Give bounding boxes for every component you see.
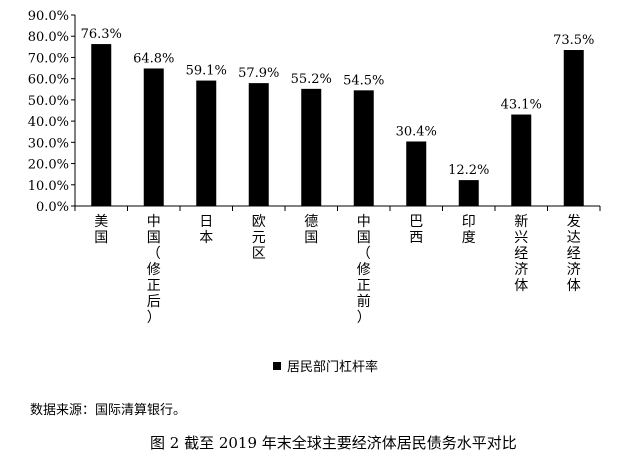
x-tick-label-char: 度: [462, 230, 476, 246]
data-label: 76.3%: [81, 27, 122, 42]
y-tick-label: 40.0%: [28, 115, 69, 130]
source-note: 数据来源：国际清算银行。: [30, 403, 187, 418]
data-label: 73.5%: [553, 33, 594, 48]
x-tick-label-char: 中: [357, 214, 371, 230]
x-tick-label-char: 国: [147, 230, 161, 246]
x-tick-label-char: 经: [567, 246, 581, 262]
legend-swatch: [273, 361, 281, 370]
x-tick-label-char: 修: [357, 262, 371, 278]
x-tick-label-char: 体: [514, 278, 528, 294]
x-tick-label-char: 后: [147, 294, 161, 310]
x-tick-label-char: 德: [304, 214, 318, 230]
bar: [91, 44, 112, 206]
x-tick-label-char: 元: [252, 230, 266, 246]
y-tick-label: 50.0%: [28, 94, 69, 109]
y-tick-label: 0.0%: [36, 200, 69, 215]
y-tick-label: 90.0%: [28, 9, 69, 24]
data-label: 55.2%: [291, 72, 332, 87]
data-label: 30.4%: [396, 124, 437, 139]
y-tick-label: 20.0%: [28, 158, 69, 173]
bar: [458, 180, 479, 206]
x-tick-label-char: （: [147, 246, 161, 262]
x-tick-label-char: 正: [357, 278, 371, 294]
bar: [196, 80, 217, 206]
x-tick-label-char: 经: [514, 246, 528, 262]
x-tick-label-char: 国: [94, 230, 108, 246]
x-tick-label-char: ）: [357, 310, 371, 326]
x-tick-label-char: 印: [462, 214, 476, 230]
x-tick-label-char: 济: [514, 262, 528, 278]
x-tick-label-char: ）: [147, 310, 161, 326]
bar: [511, 114, 532, 206]
bar: [248, 83, 269, 206]
bar: [406, 141, 427, 206]
y-tick-label: 80.0%: [28, 30, 69, 45]
x-tick-label-char: 欧: [252, 214, 266, 230]
data-label: 43.1%: [501, 98, 542, 113]
legend-label: 居民部门杠杆率: [287, 360, 379, 375]
x-tick-label-char: 达: [567, 230, 581, 246]
y-tick-label: 10.0%: [28, 179, 69, 194]
y-tick-label: 30.0%: [28, 136, 69, 151]
data-label: 59.1%: [186, 64, 227, 79]
x-tick-label-char: （: [357, 246, 371, 262]
x-tick-label-char: 修: [147, 262, 161, 278]
x-tick-label-char: 美: [94, 214, 108, 230]
x-tick-label-char: 正: [147, 278, 161, 294]
x-tick-label-char: 日: [199, 214, 213, 230]
x-tick-label-char: 兴: [514, 230, 528, 246]
data-label: 57.9%: [238, 66, 279, 81]
legend: 居民部门杠杆率: [273, 356, 378, 375]
x-tick-label-char: 新: [514, 214, 528, 230]
x-tick-label-char: 发: [567, 214, 581, 230]
y-tick-label: 70.0%: [28, 51, 69, 66]
x-tick-label-char: 济: [567, 262, 581, 278]
x-tick-label-char: 中: [147, 214, 161, 230]
bar: [563, 50, 584, 207]
bar: [353, 90, 374, 206]
x-tick-label-char: 体: [567, 278, 581, 294]
y-tick-label: 60.0%: [28, 73, 69, 88]
x-tick-label-char: 国: [357, 230, 371, 246]
x-tick-label-char: 前: [357, 293, 371, 310]
data-label: 54.5%: [343, 73, 384, 88]
x-tick-label-char: 本: [199, 230, 213, 246]
x-tick-label-char: 巴: [409, 214, 423, 230]
x-tick-label-char: 国: [304, 230, 318, 246]
data-label: 12.2%: [448, 163, 489, 178]
bar: [301, 88, 322, 206]
bar: [143, 68, 164, 206]
x-tick-label-char: 区: [252, 246, 266, 262]
figure-caption: 图 2 截至 2019 年末全球主要经济体居民债务水平对比: [150, 434, 517, 452]
data-label: 64.8%: [133, 51, 174, 66]
x-tick-label-char: 西: [409, 230, 423, 246]
